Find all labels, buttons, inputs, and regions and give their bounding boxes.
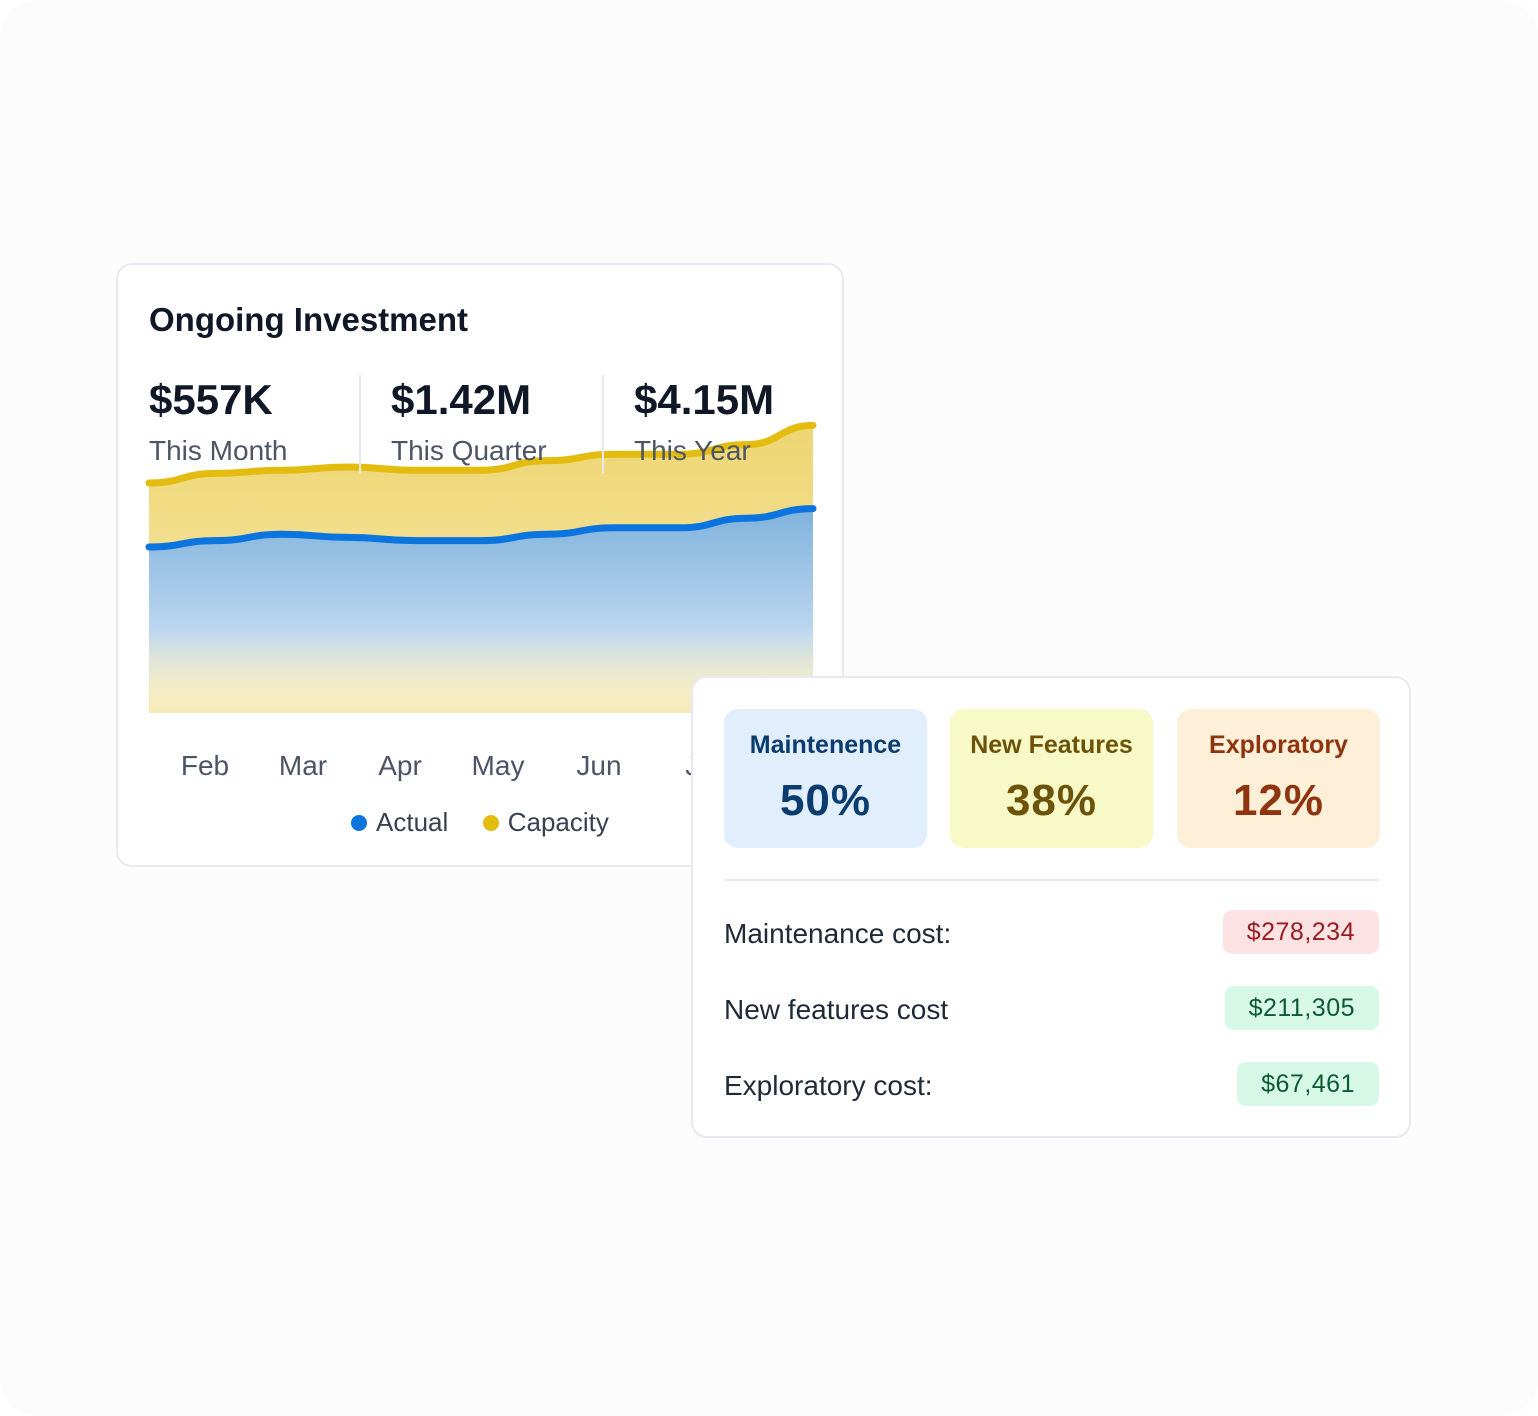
legend-dot-icon	[351, 814, 367, 831]
stat-label: This Year	[634, 435, 751, 466]
ongoing-investment-card: FebMarAprMayJunJu Ongoing Investment $55…	[116, 263, 844, 867]
tile-label: New Features	[970, 731, 1133, 759]
stat-label: This Month	[149, 435, 288, 466]
stat-value: $557K	[149, 376, 273, 423]
investment-area-chart: FebMarAprMayJunJu	[145, 421, 817, 781]
allocation-card: Maintenence 50% New Features 38% Explora…	[691, 676, 1411, 1138]
cost-row-exploratory: Exploratory cost: $67,461	[724, 1062, 1379, 1108]
stat-this-month: $557K This Month	[149, 375, 288, 475]
x-tick-label: Apr	[378, 750, 422, 781]
x-tick-label: May	[472, 750, 525, 781]
tile-maintenance: Maintenence 50%	[724, 709, 927, 848]
stat-divider	[359, 375, 361, 473]
cost-value-badge: $278,234	[1222, 910, 1379, 954]
x-tick-label: Jun	[576, 750, 621, 781]
cost-value-badge: $211,305	[1224, 986, 1379, 1030]
tile-value: 50%	[779, 776, 872, 825]
actual-line	[145, 505, 817, 551]
tile-value: 38%	[1005, 776, 1098, 825]
tile-label: Exploratory	[1209, 731, 1348, 759]
actual-area	[149, 508, 813, 713]
chart-legend: Actual Capacity	[351, 807, 639, 841]
stat-value: $1.42M	[391, 376, 532, 423]
cost-label: Exploratory cost:	[724, 1070, 933, 1101]
legend-item-capacity: Capacity	[482, 807, 609, 838]
cost-row-maintenance: Maintenance cost: $278,234	[724, 910, 1379, 956]
cost-value-badge: $67,461	[1237, 1062, 1379, 1106]
x-tick-label: Mar	[279, 750, 327, 781]
capacity-line	[145, 421, 817, 487]
divider	[724, 879, 1379, 881]
stat-this-year: $4.15M This Year	[634, 375, 774, 475]
cost-label: New features cost	[724, 994, 949, 1025]
cost-row-new-features: New features cost $211,305	[724, 986, 1379, 1032]
legend-label: Capacity	[507, 807, 609, 837]
card-title: Ongoing Investment	[149, 301, 469, 338]
tile-label: Maintenence	[749, 731, 902, 759]
tile-exploratory: Exploratory 12%	[1177, 709, 1380, 848]
stat-value: $4.15M	[634, 376, 775, 423]
x-tick-label: Feb	[181, 750, 229, 781]
legend-item-actual: Actual	[351, 807, 448, 838]
investment-stats: $557K This Month $1.42M This Quarter $4.…	[149, 375, 829, 475]
stat-divider	[602, 375, 604, 473]
stat-this-quarter: $1.42M This Quarter	[391, 375, 547, 475]
stat-label: This Quarter	[391, 435, 547, 466]
cost-label: Maintenance cost:	[724, 918, 952, 949]
tile-value: 12%	[1232, 776, 1325, 825]
legend-label: Actual	[376, 807, 449, 837]
tile-new-features: New Features 38%	[950, 709, 1153, 848]
legend-dot-icon	[482, 814, 499, 831]
